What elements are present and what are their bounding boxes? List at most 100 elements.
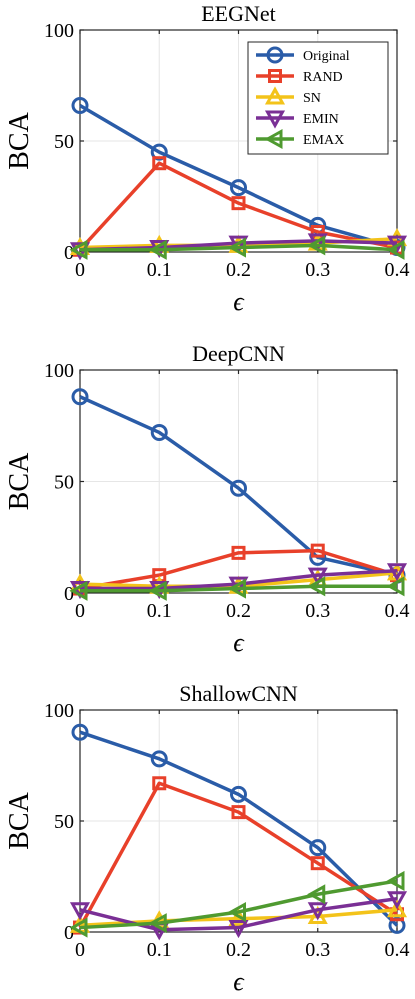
series-emax (69, 576, 405, 601)
legend-label: EMAX (303, 133, 344, 148)
data-point (148, 913, 167, 934)
legend-label: EMIN (303, 112, 339, 127)
series-line (79, 730, 399, 927)
panel-deepcnn: 0 0.1 0.2 0.3 0.4 0 50 100 DeepCNN ϵ BCA (4, 341, 410, 657)
y-tick-label: 100 (44, 20, 74, 42)
data-point (386, 870, 405, 891)
y-tick-label: 0 (64, 242, 74, 264)
data-point (230, 479, 247, 497)
x-axis-label: ϵ (233, 628, 245, 657)
data-point (310, 856, 325, 871)
legend: Original RAND SN EMIN EMAX (247, 41, 389, 155)
chart-title: DeepCNN (192, 341, 285, 366)
x-tick-label: 0 (75, 600, 85, 622)
legend-label: RAND (303, 70, 343, 85)
data-point (307, 905, 328, 924)
panel-eegnet: 0 0.1 0.2 0.3 0.4 0 50 100 EEGNet ϵ BCA Original RAN… (4, 1, 410, 316)
data-point (307, 884, 326, 905)
data-point (386, 891, 408, 910)
data-point (307, 576, 326, 597)
x-tick-label: 0.4 (385, 939, 410, 961)
data-point (231, 196, 246, 211)
x-tick-label: 0.1 (147, 259, 172, 281)
legend-swatch-marker (268, 69, 282, 83)
series-line (79, 879, 398, 930)
series-line (80, 584, 397, 593)
x-tick-label: 0.4 (385, 600, 410, 622)
legend-label: SN (303, 91, 321, 106)
chart-title: ShallowCNN (179, 681, 298, 706)
data-point (150, 423, 168, 441)
legend-entry-emin: EMIN (256, 110, 339, 129)
panel-shallowcnn: 0 0.1 0.2 0.3 0.4 0 50 100 ShallowCNN ϵ BCA (4, 681, 410, 996)
series-line (79, 395, 398, 577)
series-rand (73, 543, 404, 596)
data-point (69, 580, 88, 601)
x-tick-label: 0.3 (305, 939, 330, 961)
x-tick-label: 0.3 (305, 259, 330, 281)
y-axis-label: BCA (4, 791, 35, 849)
y-tick-label: 50 (54, 472, 74, 494)
series-line (80, 243, 398, 252)
x-tick-label: 0.2 (226, 600, 251, 622)
legend-entry-sn: SN (256, 86, 321, 106)
x-tick-label: 0.1 (147, 600, 172, 622)
data-point (69, 902, 91, 921)
series-line (79, 548, 398, 591)
data-point (231, 545, 246, 560)
data-point (69, 239, 88, 260)
legend-swatch-marker (266, 46, 284, 64)
data-point (386, 576, 405, 597)
data-point (227, 578, 246, 599)
data-point (307, 235, 326, 256)
data-point (71, 96, 89, 114)
data-point (152, 156, 167, 171)
data-point (69, 917, 88, 938)
x-tick-label: 0.4 (385, 259, 410, 281)
data-point (309, 839, 327, 857)
legend-swatch-marker (264, 86, 286, 105)
data-point (148, 239, 167, 260)
legend-entry-emax: EMAX (256, 128, 344, 150)
legend-label: Original (303, 49, 350, 64)
series-line (79, 571, 398, 589)
x-tick-label: 0.2 (226, 939, 251, 961)
y-tick-label: 50 (54, 131, 74, 153)
legend-swatch-marker (264, 110, 286, 129)
data-point (228, 920, 249, 939)
data-point (71, 723, 89, 741)
data-point (150, 750, 168, 768)
data-point (307, 567, 328, 586)
y-axis-label: BCA (4, 111, 35, 169)
data-point (71, 388, 89, 406)
y-tick-label: 100 (44, 700, 74, 722)
x-tick-label: 0 (75, 259, 85, 281)
data-point (231, 805, 246, 820)
data-point (227, 237, 246, 258)
y-tick-label: 0 (64, 922, 74, 944)
data-point (227, 901, 246, 923)
data-point (230, 785, 247, 803)
series-line (78, 781, 398, 929)
data-point (310, 543, 325, 558)
x-tick-label: 0 (75, 939, 85, 961)
x-tick-label: 0.2 (226, 259, 251, 281)
y-tick-label: 100 (44, 360, 74, 382)
data-point (307, 902, 328, 921)
data-point (386, 899, 408, 918)
data-point (230, 179, 247, 197)
x-axis-label: ϵ (233, 287, 245, 316)
data-point (386, 563, 408, 582)
data-point (148, 580, 167, 601)
legend-entry-original: Original (256, 46, 350, 64)
x-axis-label: ϵ (233, 967, 245, 996)
y-tick-label: 0 (64, 583, 74, 605)
legend-entry-rand: RAND (256, 69, 343, 85)
series-line (78, 161, 398, 251)
series-line (79, 103, 398, 250)
legend-swatch-marker (264, 128, 283, 150)
series-emax (69, 870, 405, 938)
x-tick-label: 0.3 (305, 600, 330, 622)
chart-title: EEGNet (201, 1, 276, 26)
